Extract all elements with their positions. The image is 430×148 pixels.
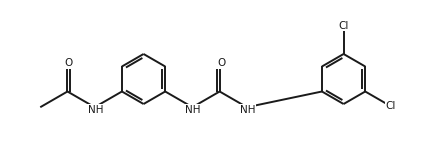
Text: NH: NH — [88, 105, 103, 115]
Text: NH: NH — [240, 105, 255, 115]
Text: O: O — [217, 58, 225, 68]
Text: Cl: Cl — [386, 101, 396, 111]
Text: O: O — [65, 58, 73, 68]
Text: NH: NH — [185, 105, 201, 115]
Text: Cl: Cl — [338, 21, 349, 31]
